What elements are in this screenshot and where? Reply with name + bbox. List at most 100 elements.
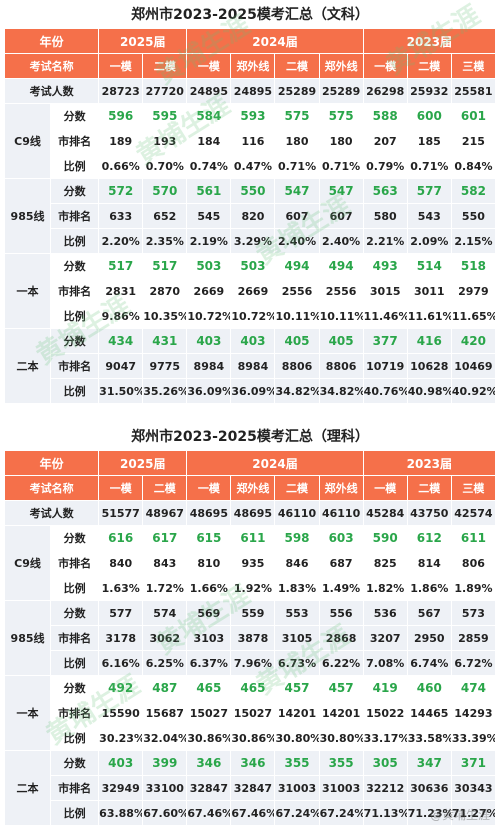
data-cell: 465 bbox=[186, 675, 232, 701]
data-cell: 518 bbox=[450, 253, 497, 279]
data-cell: 31.50% bbox=[98, 378, 144, 404]
data-cell: 1.92% bbox=[230, 575, 276, 601]
data-cell: 10.72% bbox=[186, 303, 232, 329]
data-cell: 355 bbox=[274, 750, 320, 776]
exam-header: 二模 bbox=[274, 475, 320, 501]
table-row: 市排名 633 652 545 820 607 607 580 543 550 bbox=[5, 203, 497, 229]
exam-header: 一模 bbox=[362, 475, 408, 501]
year-2025-header: 2025届 bbox=[98, 28, 188, 54]
exam-header: 二模 bbox=[406, 475, 452, 501]
data-cell: 810 bbox=[186, 550, 232, 576]
table-row: 比例 2.20% 2.35% 2.19% 3.29% 2.40% 2.40% 2.21% 2.0… bbox=[5, 228, 497, 254]
data-cell: 403 bbox=[230, 328, 276, 354]
data-cell: 563 bbox=[362, 178, 408, 204]
data-cell: 215 bbox=[450, 128, 497, 154]
data-cell: 6.16% bbox=[98, 650, 144, 676]
exam-header: 二模 bbox=[142, 475, 188, 501]
data-cell: 7.08% bbox=[362, 650, 408, 676]
data-cell: 550 bbox=[450, 203, 497, 229]
header-row-years: 年份 2025届 2024届 2023届 bbox=[3, 450, 497, 476]
data-cell: 595 bbox=[142, 103, 188, 129]
data-cell: 2870 bbox=[142, 278, 188, 304]
data-cell: 567 bbox=[406, 600, 452, 626]
table-row: 比例 9.86% 10.35% 10.72% 10.72% 10.11% 10.11% 11.… bbox=[5, 303, 497, 329]
data-cell: 2556 bbox=[274, 278, 320, 304]
data-cell: 32847 bbox=[230, 775, 276, 801]
data-cell: 0.66% bbox=[98, 153, 144, 179]
data-cell: 184 bbox=[186, 128, 232, 154]
data-cell: 814 bbox=[406, 550, 452, 576]
table-title-science: 郑州市2023-2025模考汇总（理科） bbox=[131, 429, 369, 445]
data-cell: 8984 bbox=[230, 353, 276, 379]
metric-label: 比例 bbox=[50, 153, 100, 179]
data-cell: 63.88% bbox=[98, 800, 144, 826]
data-cell: 14293 bbox=[450, 700, 497, 726]
exam-count-cell: 48967 bbox=[142, 500, 188, 526]
data-cell: 820 bbox=[230, 203, 276, 229]
data-cell: 570 bbox=[142, 178, 188, 204]
data-cell: 6.37% bbox=[186, 650, 232, 676]
exam-count-cell: 43750 bbox=[406, 500, 452, 526]
data-cell: 0.84% bbox=[450, 153, 497, 179]
table-row: 比例 63.88% 67.60% 67.46% 67.46% 67.24% 67.24% 71… bbox=[5, 800, 497, 826]
metric-label: 分数 bbox=[50, 178, 100, 204]
exam-count-cell: 24895 bbox=[230, 78, 276, 104]
data-cell: 612 bbox=[406, 525, 452, 551]
metric-label: 比例 bbox=[50, 378, 100, 404]
group-label: 985线 bbox=[3, 600, 52, 676]
data-cell: 371 bbox=[450, 750, 497, 776]
data-cell: 40.76% bbox=[362, 378, 408, 404]
data-cell: 0.71% bbox=[406, 153, 452, 179]
data-cell: 431 bbox=[142, 328, 188, 354]
table-row: 比例 0.66% 0.70% 0.74% 0.47% 0.71% 0.71% 0.79% 0.7… bbox=[5, 153, 497, 179]
exam-header: 三模 bbox=[450, 53, 497, 79]
data-cell: 474 bbox=[450, 675, 497, 701]
table-row: 考试人数 28723 27720 24895 24895 25289 25289 26298 2… bbox=[3, 78, 497, 104]
data-cell: 611 bbox=[230, 525, 276, 551]
metric-label: 比例 bbox=[50, 800, 100, 826]
data-cell: 547 bbox=[318, 178, 364, 204]
data-cell: 601 bbox=[450, 103, 497, 129]
data-cell: 2950 bbox=[406, 625, 452, 651]
exam-count-cell: 48695 bbox=[230, 500, 276, 526]
exam-count-cell: 28723 bbox=[98, 78, 144, 104]
exam-count-cell: 27720 bbox=[142, 78, 188, 104]
data-cell: 403 bbox=[98, 750, 144, 776]
data-cell: 9047 bbox=[98, 353, 144, 379]
data-cell: 2.40% bbox=[274, 228, 320, 254]
metric-label: 分数 bbox=[50, 600, 100, 626]
data-cell: 2.09% bbox=[406, 228, 452, 254]
exam-count-cell: 51577 bbox=[98, 500, 144, 526]
data-cell: 399 bbox=[142, 750, 188, 776]
data-cell: 67.60% bbox=[142, 800, 188, 826]
data-cell: 32949 bbox=[98, 775, 144, 801]
group-label: C9线 bbox=[3, 103, 52, 179]
exam-header: 一模 bbox=[186, 475, 232, 501]
metric-label: 比例 bbox=[50, 650, 100, 676]
data-cell: 10.11% bbox=[274, 303, 320, 329]
data-cell: 3103 bbox=[186, 625, 232, 651]
group-label: 一本 bbox=[3, 253, 52, 329]
data-cell: 2.20% bbox=[98, 228, 144, 254]
data-cell: 2859 bbox=[450, 625, 497, 651]
metric-label: 市排名 bbox=[50, 700, 100, 726]
data-cell: 843 bbox=[142, 550, 188, 576]
data-cell: 607 bbox=[274, 203, 320, 229]
data-cell: 10469 bbox=[450, 353, 497, 379]
data-cell: 547 bbox=[274, 178, 320, 204]
data-cell: 10.11% bbox=[318, 303, 364, 329]
exam-header: 郑外线 bbox=[318, 475, 364, 501]
header-row-exams: 考试名称 一模 二模 一模 郑外线 二模 郑外线 一模 二模 三模 bbox=[3, 475, 497, 501]
data-cell: 556 bbox=[318, 600, 364, 626]
metric-label: 分数 bbox=[50, 328, 100, 354]
metric-label: 分数 bbox=[50, 525, 100, 551]
data-cell: 3207 bbox=[362, 625, 408, 651]
data-cell: 543 bbox=[406, 203, 452, 229]
group-label: 985线 bbox=[3, 178, 52, 254]
data-cell: 2868 bbox=[318, 625, 364, 651]
data-cell: 346 bbox=[230, 750, 276, 776]
data-cell: 403 bbox=[186, 328, 232, 354]
data-cell: 434 bbox=[98, 328, 144, 354]
table-row: 比例 6.16% 6.25% 6.37% 7.96% 6.73% 6.22% 7.08% 6.7… bbox=[5, 650, 497, 676]
exam-header: 郑外线 bbox=[230, 475, 276, 501]
